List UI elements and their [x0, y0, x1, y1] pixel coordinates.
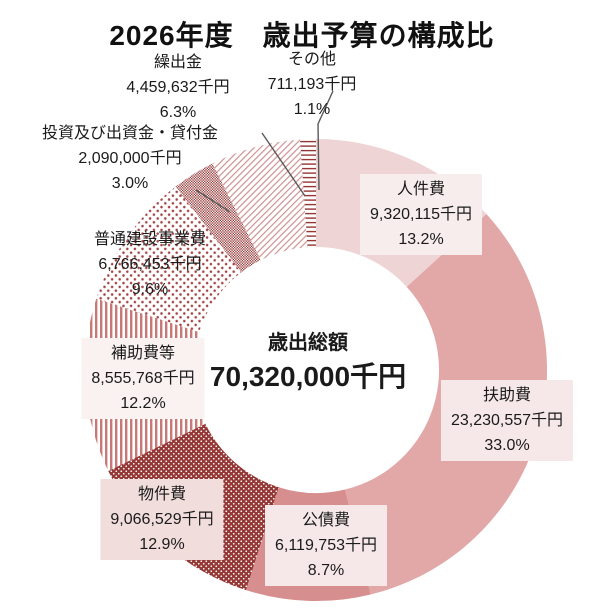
- segment-amount: 9,066,529千円: [110, 511, 214, 528]
- leader-toshi: [195, 189, 231, 213]
- label-futsu-kensetsu: 普通建設事業費 6,766,453千円 9.6%: [94, 227, 206, 302]
- segment-percent: 3.0%: [111, 175, 149, 192]
- segment-percent: 12.9%: [139, 536, 185, 553]
- leader-lines: [195, 90, 334, 213]
- total-label: 歳出総額: [267, 332, 348, 354]
- segment-percent: 13.2%: [398, 231, 444, 248]
- chart-title: 2026年度 歳出予算の構成比: [109, 20, 495, 51]
- label-fujohi: 扶助費 23,230,557千円 33.0%: [440, 380, 574, 461]
- segment-amount: 6,766,453千円: [98, 256, 202, 273]
- label-toshi-shusshikin: 投資及び出資金・貸付金 2,090,000千円 3.0%: [42, 121, 218, 196]
- segment-name: 公債費: [301, 512, 350, 529]
- label-kuridashikin: 繰出金 4,459,632千円 6.3%: [126, 50, 229, 125]
- segment-wedge-8: [300, 139, 316, 248]
- segment-name: 普通建設事業費: [93, 231, 207, 248]
- segment-name: 補助費等: [110, 345, 175, 362]
- segment-amount: 4,459,632千円: [126, 79, 230, 96]
- segment-amount: 8,555,768千円: [91, 370, 195, 387]
- label-bukkenhi: 物件費 9,066,529千円 12.9%: [100, 479, 224, 560]
- segment-percent: 1.1%: [293, 101, 331, 118]
- segment-name: 物件費: [137, 486, 186, 503]
- segment-percent: 9.6%: [131, 281, 169, 298]
- label-kosaihi: 公債費 6,119,753千円 8.7%: [265, 505, 387, 586]
- label-hojohito: 補助費等 8,555,768千円 12.2%: [81, 338, 205, 419]
- leader-sonota: [317, 90, 334, 191]
- segment-amount: 23,230,557千円: [450, 412, 564, 429]
- center-total: 歳出総額 70,320,000千円: [210, 328, 406, 396]
- segment-name: 投資及び出資金・貸付金: [41, 125, 219, 142]
- segment-percent: 6.3%: [159, 104, 197, 121]
- total-amount: 70,320,000千円: [209, 361, 407, 392]
- segment-amount: 9,320,115千円: [370, 206, 472, 223]
- segment-percent: 8.7%: [307, 562, 345, 579]
- segment-name: 繰出金: [153, 54, 202, 71]
- segment-name: 人件費: [396, 181, 445, 198]
- segment-amount: 711,193千円: [267, 76, 357, 93]
- segment-name: 扶助費: [482, 387, 531, 404]
- segment-wedge-7: [212, 139, 308, 261]
- segment-name: その他: [287, 51, 336, 68]
- segment-amount: 2,090,000千円: [78, 150, 182, 167]
- segment-wedge-5: [96, 186, 242, 332]
- segment-percent: 12.2%: [120, 395, 166, 412]
- label-jinkenhi: 人件費 9,320,115千円 13.2%: [360, 174, 482, 255]
- leader-kuridashikin: [261, 132, 306, 197]
- segment-percent: 33.0%: [484, 437, 530, 454]
- label-sonota: その他 711,193千円 1.1%: [268, 47, 357, 122]
- segment-amount: 6,119,753千円: [275, 537, 377, 554]
